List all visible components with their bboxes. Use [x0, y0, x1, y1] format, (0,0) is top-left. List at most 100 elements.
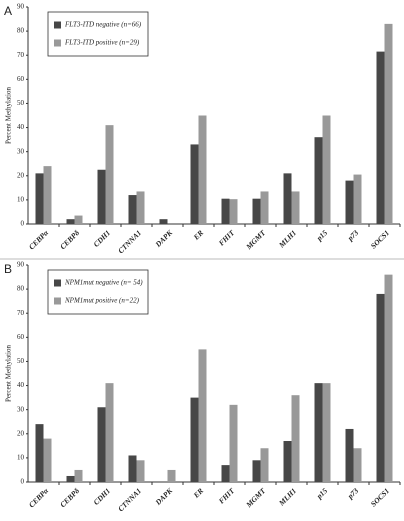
bar	[97, 169, 106, 224]
legend-swatch	[54, 39, 61, 47]
y-tick-label: 50	[17, 357, 25, 365]
y-tick-label: 30	[17, 405, 25, 413]
bar	[322, 115, 331, 224]
bar	[136, 191, 145, 224]
bar	[252, 198, 261, 224]
x-tick-label: SOCS1	[369, 228, 391, 250]
x-tick-label: CTNNA1	[116, 486, 143, 513]
y-tick-label: 40	[17, 123, 25, 131]
bar	[128, 195, 137, 224]
bar	[43, 166, 52, 224]
bar	[353, 174, 362, 224]
x-tick-label: ER	[191, 228, 205, 242]
x-tick-label: p73	[345, 228, 360, 243]
bar	[105, 125, 114, 224]
bar	[190, 144, 199, 224]
x-tick-label: FHIT	[217, 486, 237, 506]
y-axis-label: Percent Methylation	[5, 87, 13, 144]
bar	[105, 383, 114, 482]
legend-swatch	[54, 21, 61, 29]
y-axis-label: Percent Methylation	[5, 345, 13, 402]
legend-label: FLT3-ITD negative (n=66)	[64, 21, 142, 29]
x-tick-label: p15	[314, 228, 329, 243]
y-tick-label: 0	[21, 220, 25, 228]
x-tick-label: CEBPδ	[58, 486, 81, 509]
bar	[229, 199, 238, 224]
legend-label: FLT3-ITD positive (n=29)	[64, 39, 140, 47]
x-tick-label: MLH1	[276, 486, 298, 508]
bar	[376, 293, 385, 482]
bar	[345, 180, 354, 224]
bar	[283, 441, 292, 482]
bar	[128, 455, 137, 482]
x-tick-label: CEBPα	[27, 228, 51, 252]
bar	[35, 173, 44, 224]
x-tick-label: MGMT	[244, 228, 268, 252]
legend-swatch	[54, 297, 61, 305]
y-tick-label: 90	[17, 261, 25, 269]
bar	[345, 428, 354, 482]
bar	[291, 191, 300, 224]
legend-label: NPM1mut positive (n=22)	[64, 297, 140, 305]
bar	[376, 51, 385, 224]
legend-box	[47, 269, 149, 315]
y-tick-label: 20	[17, 171, 25, 179]
y-tick-label: 70	[17, 309, 25, 317]
y-tick-label: 80	[17, 285, 25, 293]
bar	[198, 115, 207, 224]
y-tick-label: 50	[17, 99, 25, 107]
bar	[167, 469, 176, 482]
bar	[190, 397, 199, 482]
y-tick-label: 10	[17, 195, 25, 203]
x-tick-label: CDH1	[92, 486, 113, 507]
bar	[221, 198, 230, 224]
y-tick-label: 70	[17, 51, 25, 59]
bar	[260, 448, 269, 482]
bar	[229, 404, 238, 482]
bar	[291, 395, 300, 482]
bar	[384, 274, 393, 482]
y-tick-label: 40	[17, 381, 25, 389]
bar	[66, 475, 75, 482]
x-tick-label: CEBPδ	[58, 228, 81, 251]
legend-label: NPM1mut negative (n= 54)	[64, 279, 143, 287]
bar	[314, 137, 323, 224]
legend-box	[47, 11, 149, 57]
y-tick-label: 60	[17, 333, 25, 341]
x-tick-label: MGMT	[244, 486, 268, 510]
panel-label: B	[4, 262, 12, 276]
bar	[43, 438, 52, 482]
x-tick-label: CTNNA1	[116, 228, 143, 255]
y-tick-label: 90	[17, 3, 25, 11]
bar	[283, 173, 292, 224]
bar	[221, 465, 230, 482]
bar	[384, 23, 393, 224]
bar	[314, 383, 323, 482]
x-tick-label: ER	[191, 486, 205, 500]
bar	[198, 349, 207, 482]
bar	[252, 460, 261, 482]
bar	[353, 448, 362, 482]
panel-label: A	[4, 4, 12, 18]
y-tick-label: 60	[17, 75, 25, 83]
x-tick-label: CEBPα	[27, 486, 51, 510]
bar	[74, 215, 83, 224]
bar	[35, 424, 44, 482]
y-tick-label: 30	[17, 147, 25, 155]
legend-swatch	[54, 279, 61, 287]
bar	[97, 407, 106, 482]
x-tick-label: DAPK	[153, 486, 175, 508]
bar	[322, 383, 331, 482]
x-tick-label: p15	[314, 486, 329, 501]
x-tick-label: CDH1	[92, 228, 113, 249]
y-tick-label: 0	[21, 478, 25, 486]
y-tick-label: 10	[17, 453, 25, 461]
y-tick-label: 20	[17, 429, 25, 437]
bar	[136, 460, 145, 482]
x-tick-label: SOCS1	[369, 486, 391, 508]
x-tick-label: DAPK	[153, 228, 175, 250]
bar	[159, 219, 168, 224]
y-tick-label: 80	[17, 27, 25, 35]
bar	[260, 191, 269, 224]
